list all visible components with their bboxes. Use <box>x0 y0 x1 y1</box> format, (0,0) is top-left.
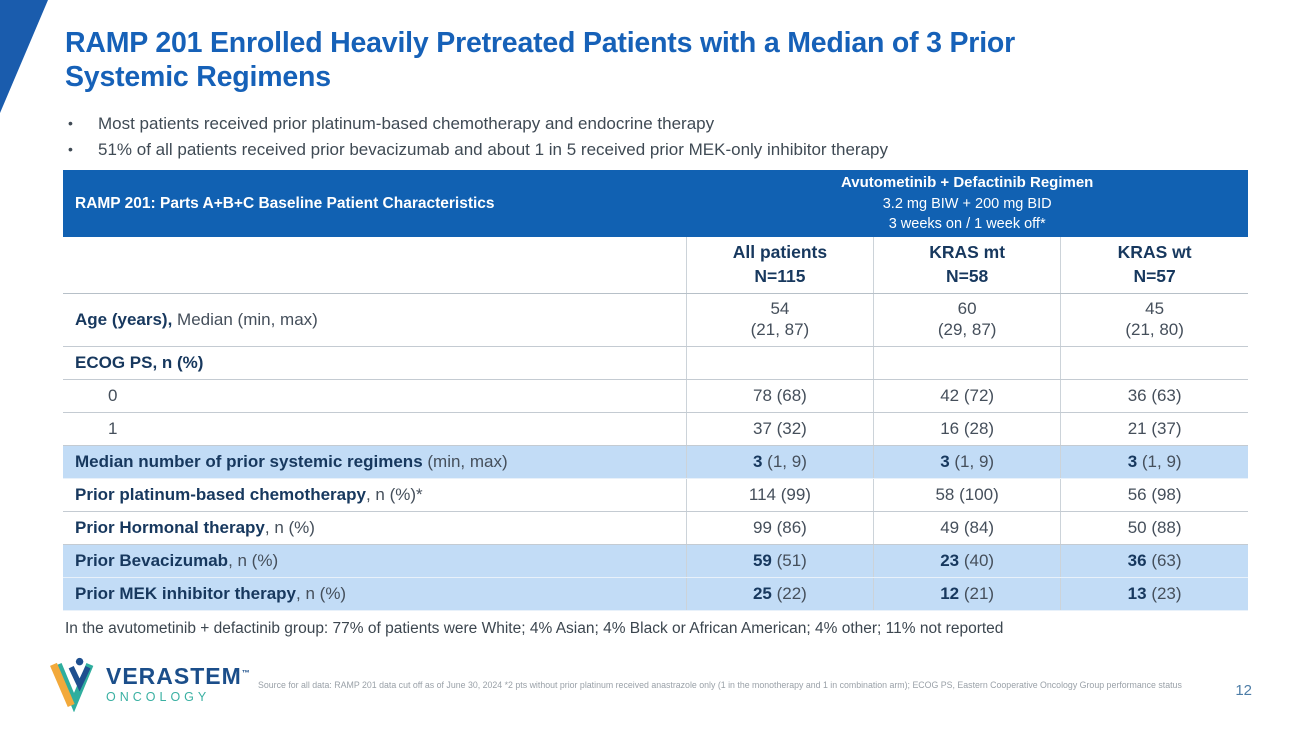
table-row-median-regimens: Median number of prior systemic regimens… <box>63 445 1248 479</box>
table-row-ecog-1: 1 37 (32) 16 (28) 21 (37) <box>63 412 1248 446</box>
page-number: 12 <box>1235 682 1252 699</box>
table-cell: 56 (98) <box>1060 478 1248 512</box>
regimen-dose: 3.2 mg BIW + 200 mg BID <box>882 195 1052 212</box>
regimen-name: Avutometinib + Defactinib Regimen <box>840 174 1094 192</box>
bullet-icon: • <box>68 115 73 131</box>
table-row-bevacizumab: Prior Bevacizumab, n (%) 59 (51) 23 (40)… <box>63 544 1248 578</box>
table-cell: 37 (32) <box>685 412 874 446</box>
table-cell: 59 (51) <box>685 544 874 578</box>
row-label: Median number of prior systemic regimens… <box>63 445 687 479</box>
table-cell: 36 (63) <box>1060 379 1248 413</box>
row-label: Prior Bevacizumab, n (%) <box>63 544 687 578</box>
table-header-row: RAMP 201: Parts A+B+C Baseline Patient C… <box>63 170 1248 237</box>
row-label: Prior platinum-based chemotherapy, n (%)… <box>63 478 687 512</box>
table-cell: 60 (29, 87) <box>873 293 1061 347</box>
table-cell: 78 (68) <box>685 379 874 413</box>
table-row-platinum: Prior platinum-based chemotherapy, n (%)… <box>63 478 1248 512</box>
table-cell: 3 (1, 9) <box>685 445 874 479</box>
table-cell: 12 (21) <box>873 577 1061 611</box>
table-cell <box>685 346 874 380</box>
table-cell: 99 (86) <box>685 511 874 545</box>
table-cell: 3 (1, 9) <box>873 445 1061 479</box>
bullet-text: Most patients received prior platinum-ba… <box>98 114 715 133</box>
table-row-age: Age (years), Median (min, max) 54 (21, 87… <box>63 293 1248 347</box>
table-cell: 23 (40) <box>873 544 1061 578</box>
row-label: ECOG PS, n (%) <box>63 346 687 380</box>
bullet-text: 51% of all patients received prior bevac… <box>98 139 888 159</box>
trademark-symbol: ™ <box>241 668 251 678</box>
footnote-text: In the avutometinib + defactinib group: … <box>65 620 1004 637</box>
page-title: RAMP 201 Enrolled Heavily Pretreated Pat… <box>65 26 1235 94</box>
table-row-mek-inhibitor: Prior MEK inhibitor therapy, n (%) 25 (2… <box>63 577 1248 611</box>
table-cell: 21 (37) <box>1060 412 1248 446</box>
logo-subtitle: ONCOLOGY <box>106 689 211 704</box>
regimen-header-cell: Avutometinib + Defactinib Regimen 3.2 mg… <box>686 170 1248 237</box>
table-row-ecog-0: 0 78 (68) 42 (72) 36 (63) <box>63 379 1248 413</box>
page-title-line1: RAMP 201 Enrolled Heavily Pretreated Pat… <box>65 27 1016 59</box>
source-text: Source for all data: RAMP 201 data cut o… <box>258 680 1182 690</box>
table-cell: 3 (1, 9) <box>1060 445 1248 479</box>
table-cell: 42 (72) <box>873 379 1061 413</box>
verastem-logo: VERASTEM™ ONCOLOGY <box>46 656 251 712</box>
page-title-line2: Systemic Regimens <box>65 61 331 94</box>
row-label: 1 <box>63 412 687 446</box>
table-title-cell: RAMP 201: Parts A+B+C Baseline Patient C… <box>63 170 687 237</box>
empty-header-cell <box>63 237 687 294</box>
table-cell: 13 (23) <box>1060 577 1248 611</box>
table-cell: 36 (63) <box>1060 544 1248 578</box>
column-header-kras-wt: KRAS wt N=57 <box>1060 237 1248 294</box>
bullet-list: • Most patients received prior platinum-… <box>68 111 1248 162</box>
row-label: Age (years), Median (min, max) <box>63 293 687 347</box>
row-label: Prior MEK inhibitor therapy, n (%) <box>63 577 687 611</box>
verastem-logo-text: VERASTEM™ ONCOLOGY <box>106 662 251 704</box>
baseline-characteristics-table: RAMP 201: Parts A+B+C Baseline Patient C… <box>63 170 1248 611</box>
table-cell <box>873 346 1061 380</box>
bullet-icon: • <box>68 140 73 157</box>
column-header-kras-mt: KRAS mt N=58 <box>873 237 1061 294</box>
table-cell: 114 (99) <box>685 478 874 512</box>
column-header-all-patients: All patients N=115 <box>685 237 874 294</box>
regimen-schedule: 3 weeks on / 1 week off* <box>888 216 1046 233</box>
row-label: Prior Hormonal therapy, n (%) <box>63 511 687 545</box>
table-cell: 58 (100) <box>873 478 1061 512</box>
bullet-item: • Most patients received prior platinum-… <box>68 111 1248 137</box>
table-cell: 49 (84) <box>873 511 1061 545</box>
verastem-logo-icon <box>50 657 94 712</box>
table-cell: 50 (88) <box>1060 511 1248 545</box>
table-cell: 25 (22) <box>685 577 874 611</box>
table-cell: 16 (28) <box>873 412 1061 446</box>
table-cell: 45 (21, 80) <box>1060 293 1248 347</box>
corner-accent-triangle <box>0 0 48 113</box>
table-cell <box>1060 346 1248 380</box>
column-header-row: All patients N=115 KRAS mt N=58 KRAS wt … <box>63 237 1248 294</box>
logo-wordmark: VERASTEM™ <box>106 662 251 689</box>
bullet-item: • 51% of all patients received prior bev… <box>68 137 1248 163</box>
table-row-hormonal: Prior Hormonal therapy, n (%) 99 (86) 49… <box>63 511 1248 545</box>
table-cell: 54 (21, 87) <box>685 293 874 347</box>
row-label: 0 <box>63 379 687 413</box>
table-row-ecog: ECOG PS, n (%) <box>63 346 1248 380</box>
